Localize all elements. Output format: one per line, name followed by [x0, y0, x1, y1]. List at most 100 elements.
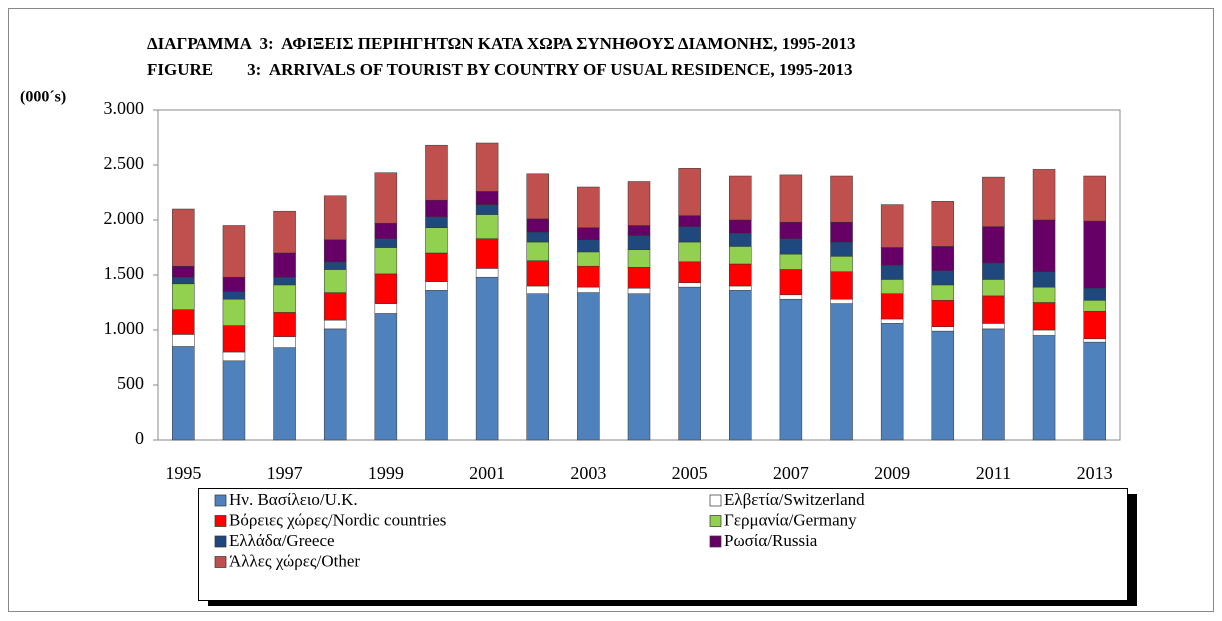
bar-segment	[931, 326, 955, 332]
y-tick-label: 0	[135, 428, 144, 448]
bar-segment	[526, 285, 549, 294]
bar-segment	[475, 276, 499, 441]
bar-segment	[678, 286, 701, 441]
bar-segment	[273, 210, 296, 254]
bar-segment	[982, 328, 1005, 441]
bar-segment	[779, 238, 803, 255]
bar-segment	[1083, 175, 1106, 222]
legend-box	[198, 488, 1128, 601]
bar-segment	[627, 235, 651, 250]
chart-title: FIGURE 3: ARRIVALS OF TOURIST BY COUNTRY…	[147, 60, 853, 79]
bar-segment	[323, 195, 347, 241]
y-axis-label: (000´s)	[20, 89, 66, 106]
bar-segment	[779, 298, 803, 441]
bar-segment	[678, 215, 701, 227]
bar-segment	[931, 300, 955, 327]
bar-segment	[374, 303, 398, 314]
y-tick-label: 1.000	[104, 318, 145, 338]
bar-segment	[273, 336, 296, 348]
bar-segment	[627, 267, 651, 289]
bar-segment	[374, 313, 398, 441]
bar-segment	[577, 239, 600, 253]
bar-segment	[577, 227, 600, 241]
bar-segment	[678, 226, 701, 243]
bar-segment	[729, 290, 752, 441]
y-tick-label: 500	[117, 373, 144, 393]
bar-segment	[222, 351, 246, 362]
bar-segment	[526, 173, 549, 220]
bar-segment	[425, 281, 448, 291]
bar-segment	[425, 144, 448, 201]
x-tick-label: 2001	[469, 463, 505, 483]
bar-segment	[729, 246, 752, 265]
frame	[8, 8, 1214, 612]
legend-label: Ρωσία/Russia	[724, 531, 818, 550]
legend-swatch	[214, 515, 227, 527]
legend-swatch	[709, 515, 722, 527]
bar-segment	[830, 241, 853, 257]
bar-segment	[729, 219, 752, 234]
bar-segment	[273, 347, 296, 441]
bar-segment	[475, 204, 499, 215]
bar-segment	[1032, 335, 1056, 441]
bar-segment	[931, 270, 955, 286]
bar-segment	[627, 181, 651, 226]
bar-segment	[779, 269, 803, 296]
x-tick-label: 2009	[874, 463, 910, 483]
bar-segment	[982, 295, 1005, 324]
bar-segment	[222, 298, 246, 326]
bar-segment	[1032, 219, 1056, 272]
bar-segment	[830, 256, 853, 272]
bar-segment	[1032, 329, 1056, 336]
bar-segment	[931, 246, 955, 271]
bar-segment	[526, 293, 549, 441]
bar-segment	[374, 247, 398, 275]
bar-segment	[880, 247, 904, 266]
bar-segment	[172, 208, 195, 267]
legend-label: Ην. Βασίλειο/U.K.	[229, 490, 358, 509]
bar-segment	[779, 294, 803, 300]
legend-label: Γερμανία/Germany	[724, 510, 857, 529]
x-tick-label: 2005	[672, 463, 708, 483]
x-tick-label: 2007	[773, 463, 809, 483]
bar-segment	[323, 239, 347, 263]
bar-segment	[273, 276, 296, 286]
bar-segment	[931, 201, 955, 247]
bar-segment	[880, 293, 904, 320]
x-tick-label: 2003	[570, 463, 606, 483]
bar-segment	[475, 191, 499, 205]
bar-segment	[1032, 286, 1056, 303]
bar-segment	[526, 260, 549, 287]
bar-segment	[1083, 287, 1106, 301]
bar-segment	[779, 174, 803, 223]
bar-segment	[577, 265, 600, 288]
bar-segment	[627, 293, 651, 441]
bar-segment	[627, 249, 651, 268]
bar-segment	[526, 241, 549, 261]
bar-segment	[172, 346, 195, 441]
bar-segment	[475, 142, 499, 192]
bar-segment	[830, 221, 853, 243]
bar-segment	[1032, 271, 1056, 288]
bar-segment	[880, 279, 904, 294]
bar-segment	[1083, 338, 1106, 343]
bar-segment	[425, 290, 448, 441]
bar-segment	[222, 225, 246, 278]
legend-swatch	[709, 494, 722, 507]
bar-segment	[475, 268, 499, 278]
bar-segment	[1083, 341, 1106, 441]
bar-segment	[729, 285, 752, 291]
x-tick-label: 2013	[1077, 463, 1113, 483]
bar-segment	[526, 218, 549, 233]
y-tick-label: 2.500	[104, 153, 145, 173]
bar-segment	[982, 323, 1005, 330]
bar-segment	[880, 204, 904, 248]
bar-segment	[577, 286, 600, 293]
bar-segment	[678, 241, 701, 263]
bar-segment	[577, 186, 600, 228]
bar-segment	[374, 172, 398, 224]
bar-segment	[273, 284, 296, 313]
bar-segment	[475, 238, 499, 269]
bar-segment	[982, 226, 1005, 264]
